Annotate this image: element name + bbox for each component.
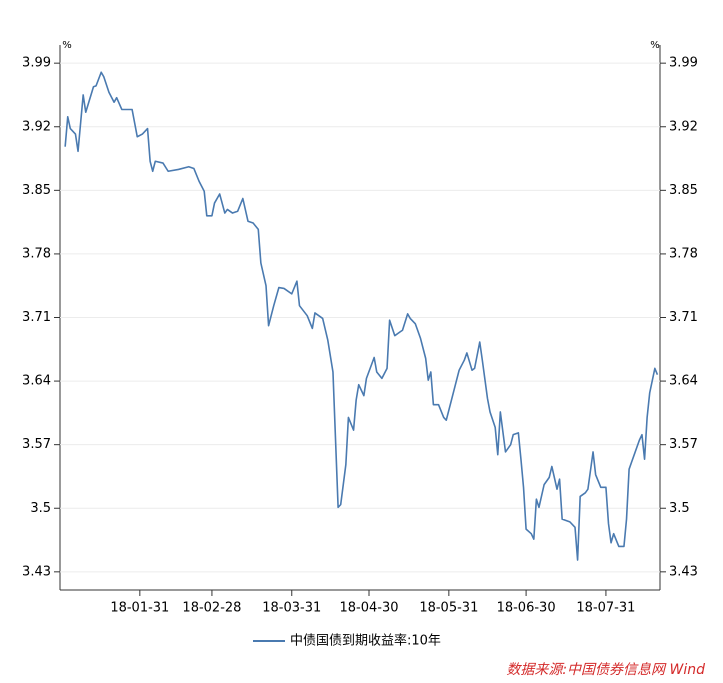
x-tick-label: 18-01-31 [110, 601, 169, 616]
y-tick-label: 3.43 [22, 564, 51, 579]
series-line [64, 71, 659, 561]
y-tick-label: 3.85 [22, 183, 51, 198]
source-note: 数据来源:中国债券信息网 Wind [506, 662, 705, 678]
y2-tick-label: 3.85 [669, 183, 698, 198]
y2-tick-label: 3.78 [669, 246, 698, 261]
x-tick-label: 18-03-31 [262, 601, 321, 616]
x-tick-label: 18-07-31 [576, 601, 635, 616]
y2-tick-label: 3.71 [669, 310, 698, 325]
y-tick-label: 3.71 [22, 310, 51, 325]
y-tick-label: 3.5 [30, 501, 51, 516]
legend-label: 中债国债到期收益率:10年 [290, 633, 441, 649]
x-tick-label: 18-06-30 [497, 601, 556, 616]
y-tick-label: 3.57 [22, 437, 51, 452]
x-tick-label: 18-02-28 [182, 601, 241, 616]
y2-tick-label: 3.64 [669, 374, 698, 389]
y2-unit: % [650, 40, 660, 51]
y2-tick-label: 3.57 [669, 437, 698, 452]
y-tick-label: 3.64 [22, 374, 51, 389]
y2-tick-label: 3.92 [669, 119, 698, 134]
y-tick-label: 3.92 [22, 119, 51, 134]
y2-tick-label: 3.5 [669, 501, 690, 516]
y-unit: % [62, 40, 72, 51]
x-tick-label: 18-05-31 [419, 601, 478, 616]
x-tick-label: 18-04-30 [340, 601, 399, 616]
y-tick-label: 3.99 [22, 56, 51, 71]
y2-tick-label: 3.99 [669, 56, 698, 71]
y-tick-label: 3.78 [22, 246, 51, 261]
y2-tick-label: 3.43 [669, 564, 698, 579]
